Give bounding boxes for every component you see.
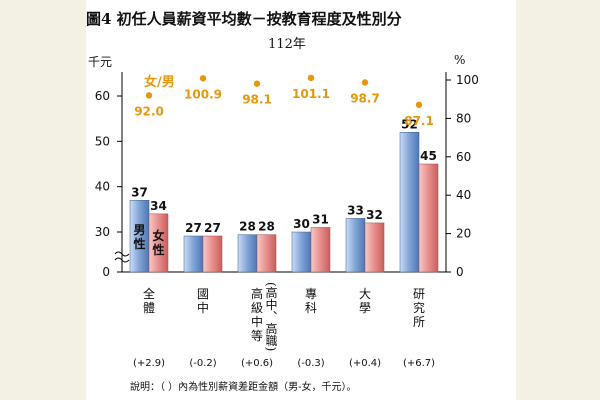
bar-female [256,234,277,273]
bar-female-value-label: 32 [366,208,383,222]
category-label-char: 中 [197,300,209,315]
right-axis-tick-label: 20 [456,227,471,241]
category-label-char: 專 [305,287,317,301]
category-label-char: 科 [305,301,317,315]
axis-break-mark [114,251,130,257]
ratio-point [415,101,423,108]
bar-male [399,132,420,273]
category-label-char: 研 [413,287,425,301]
ratio-point [361,79,369,86]
ratio-series-label: 女/男 [144,74,175,90]
right-axis-tick-label: 0 [456,265,464,279]
female-inbar-label: 性 [151,242,164,257]
ratio-point [253,80,261,87]
bar-female [148,213,169,273]
chart-panel: 圖4 初任人員薪資平均數－按教育程度及性別分 112年 千元 % 女/男 0 30… [86,0,516,400]
bar-male-value-label: 33 [347,203,364,217]
category-label-char: 級 [251,301,263,315]
gender-gap-label: (-0.3) [297,358,324,369]
axis-break-mark [114,257,130,263]
bar-male-value-label: 52 [401,117,418,131]
bar-male [345,218,366,273]
bar-male-value-label: 30 [293,217,310,231]
category-label-char: 高 [251,286,263,301]
bar-female-value-label: 45 [420,149,437,163]
gender-gap-label: (+6.7) [403,358,435,369]
bar-male-value-label: 27 [185,221,202,235]
left-axis-tick-label: 60 [95,89,110,103]
ratio-value-label: 101.1 [292,87,330,101]
category-label-char: 究 [413,300,425,315]
footnote: 說明：（ ）內為性別薪資差距金額（男-女，千元）。 [130,380,357,393]
bar-female [418,163,439,273]
category-label-char: 大 [359,287,371,301]
gender-gap-label: (+0.4) [349,358,381,369]
male-inbar-label: 性 [132,236,145,251]
ratio-value-label: 87.1 [404,114,434,128]
bar-male-value-label: 37 [131,185,148,199]
category-side-note: (高中、高職) [264,282,278,351]
left-axis-unit: 千元 [88,55,112,69]
right-axis-tick-label: 80 [456,111,471,125]
category-label-char: 等 [251,329,263,343]
female-inbar-label: 女 [152,228,164,243]
ratio-value-label: 98.1 [242,93,272,107]
bar-female-value-label: 28 [258,220,275,234]
bar-female [202,235,223,273]
right-axis-tick-label: 40 [456,188,471,202]
bar-male [237,234,258,273]
chart-title: 圖4 初任人員薪資平均數－按教育程度及性別分 [86,10,402,28]
ratio-value-label: 100.9 [184,87,222,101]
chart-canvas: 圖4 初任人員薪資平均數－按教育程度及性別分 112年 千元 % 女/男 0 30… [86,10,479,393]
male-inbar-label: 男 [133,223,145,237]
bar-female-value-label: 31 [312,212,329,226]
bar-female-value-label: 27 [204,221,221,235]
ratio-point [199,75,207,82]
category-label-char: 全 [143,286,155,301]
category-label-char: 學 [359,301,371,315]
category-label-char: 所 [413,315,425,329]
gender-gap-label: (-0.2) [189,358,216,369]
bar-female [310,227,331,273]
ratio-value-label: 98.7 [350,91,380,105]
category-label-char: 體 [143,301,155,315]
ratio-point [145,92,153,99]
ratio-point [307,74,315,82]
bar-male [291,231,312,273]
category-label-char: 國 [197,287,209,301]
right-axis-tick-label: 100 [456,73,479,87]
gender-gap-label: (+0.6) [241,358,273,369]
bar-female-value-label: 34 [150,199,167,213]
right-axis-tick-label: 60 [456,150,471,164]
left-axis-tick-label: 30 [95,225,110,239]
right-axis-unit: % [454,53,465,67]
gender-gap-label: (+2.9) [133,358,165,369]
left-axis-tick-label: 0 [102,265,110,279]
left-axis-tick-label: 40 [95,180,110,194]
category-label-char: 中 [251,314,263,329]
chart-subtitle: 112年 [268,37,306,52]
bar-female [364,222,385,273]
ratio-value-label: 92.0 [134,104,164,118]
bar-male [183,235,204,273]
left-axis-tick-label: 50 [95,134,110,148]
bar-male-value-label: 28 [239,220,256,234]
